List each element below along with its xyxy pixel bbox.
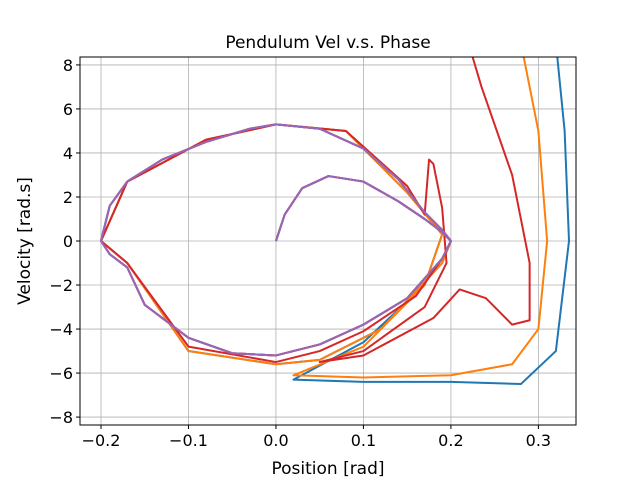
x-tick-label: 0.0: [263, 431, 288, 450]
y-tick-label: −8: [49, 408, 73, 427]
y-tick-label: 6: [63, 100, 73, 119]
y-tick-label: 8: [63, 56, 73, 75]
y-tick-label: −2: [49, 276, 73, 295]
y-tick-label: 2: [63, 188, 73, 207]
x-tick-label: −0.2: [82, 431, 121, 450]
plot-area: [99, 57, 570, 386]
x-axis-label: Position [rad]: [271, 459, 384, 478]
x-tick-label: −0.1: [169, 431, 208, 450]
y-axis-label: Velocity [rad.s]: [15, 177, 35, 305]
y-tick-label: 0: [63, 232, 73, 251]
y-tick-label: −6: [49, 364, 73, 383]
chart-title: Pendulum Vel v.s. Phase: [225, 33, 430, 53]
series-line: [99, 123, 452, 357]
y-tick-label: −4: [49, 320, 73, 339]
ticks: −0.2 −0.1 0.0 0.1 0.2 0.3 −8 −6 −4 −2 0 2 4 6 8: [49, 56, 551, 450]
x-tick-label: 0.2: [438, 431, 463, 450]
y-tick-label: 4: [63, 144, 73, 163]
x-tick-label: 0.3: [526, 431, 551, 450]
x-tick-label: 0.1: [351, 431, 376, 450]
